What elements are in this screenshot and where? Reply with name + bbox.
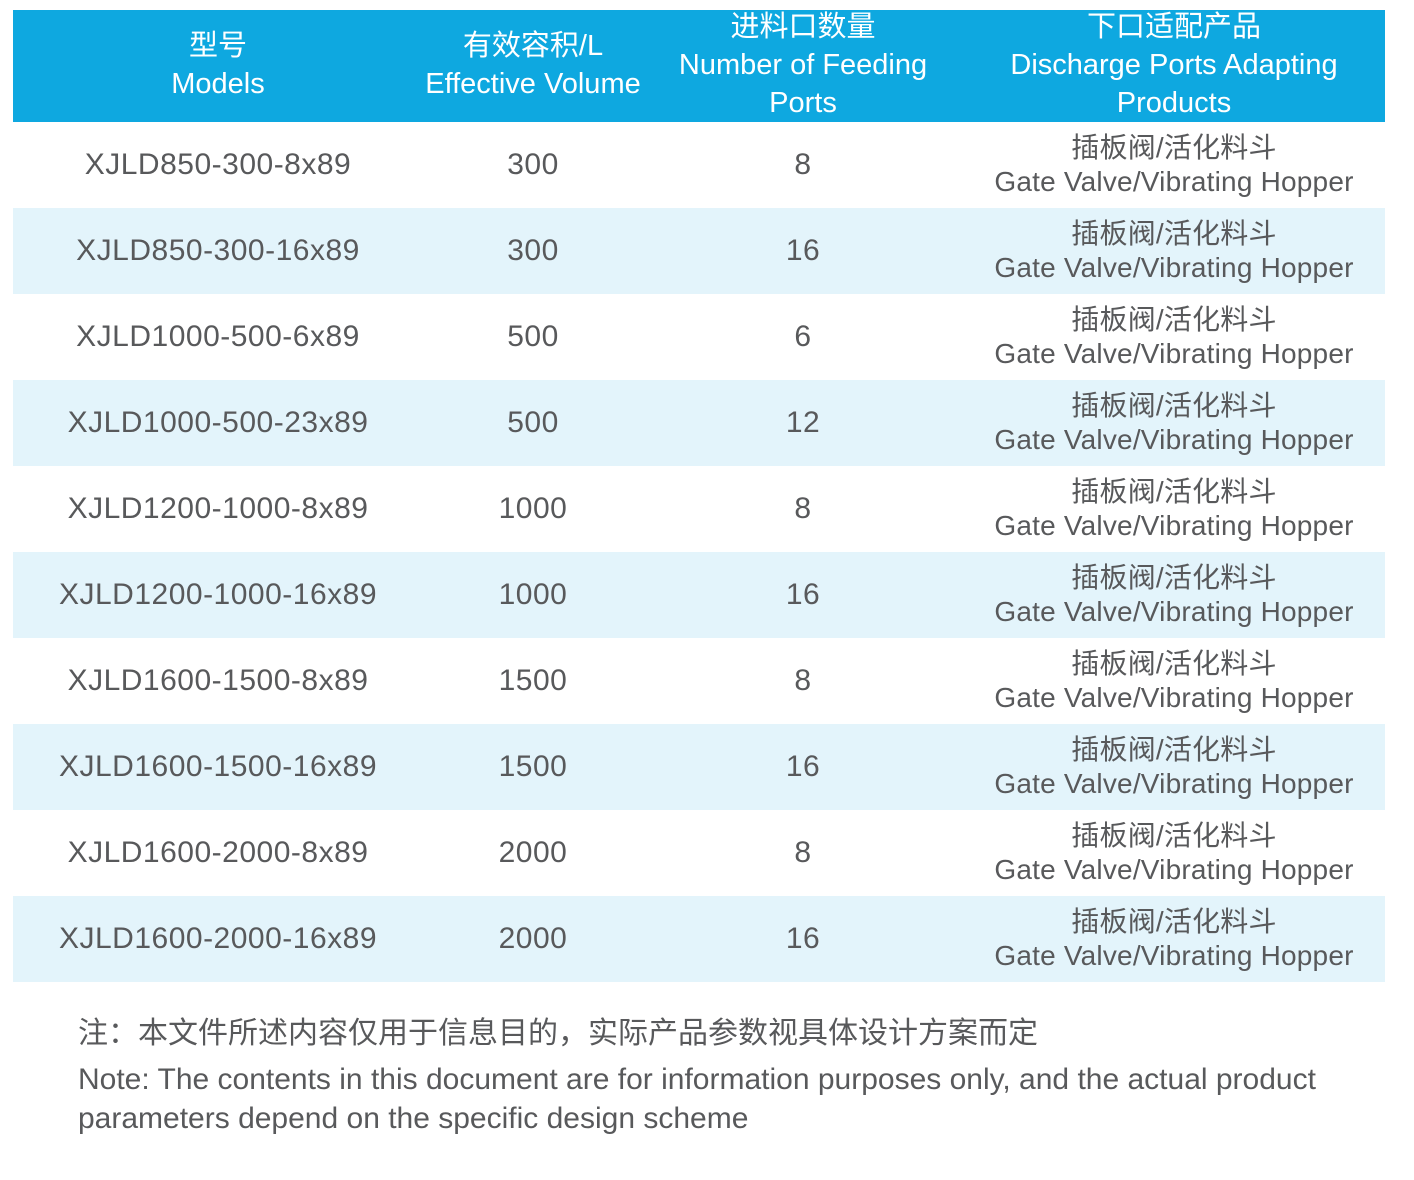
volume-cell: 1500 [498, 750, 568, 783]
table-row: XJLD850-300-16x89 300 16 插板阀/活化料斗 Gate V… [13, 208, 1385, 294]
header-volume-zh: 有效容积/L [462, 30, 604, 63]
table-row: XJLD1600-1500-8x89 1500 8 插板阀/活化料斗 Gate … [13, 638, 1385, 724]
model-cell: XJLD1200-1000-8x89 [67, 492, 369, 525]
volume-cell: 1000 [498, 578, 568, 611]
header-cell-discharge: 下口适配产品 Discharge Ports Adapting Products [963, 10, 1385, 122]
model-cell: XJLD850-300-8x89 [84, 148, 352, 181]
discharge-en: Gate Valve/Vibrating Hopper [994, 940, 1354, 971]
discharge-cell: 插板阀/活化料斗 Gate Valve/Vibrating Hopper [963, 561, 1385, 629]
discharge-en: Gate Valve/Vibrating Hopper [994, 252, 1354, 283]
header-models-en: Models [171, 68, 265, 100]
model-cell: XJLD1200-1000-16x89 [58, 578, 378, 611]
discharge-zh: 插板阀/活化料斗 [1071, 389, 1277, 421]
discharge-en: Gate Valve/Vibrating Hopper [994, 338, 1354, 369]
discharge-cell: 插板阀/活化料斗 Gate Valve/Vibrating Hopper [963, 131, 1385, 199]
model-cell: XJLD1600-1500-8x89 [67, 664, 369, 697]
discharge-en: Gate Valve/Vibrating Hopper [994, 854, 1354, 885]
ports-cell: 16 [785, 578, 821, 611]
volume-cell: 500 [507, 320, 559, 353]
discharge-cell: 插板阀/活化料斗 Gate Valve/Vibrating Hopper [963, 217, 1385, 285]
discharge-cell: 插板阀/活化料斗 Gate Valve/Vibrating Hopper [963, 905, 1385, 973]
ports-cell: 16 [785, 922, 821, 955]
volume-cell: 1000 [498, 492, 568, 525]
discharge-en: Gate Valve/Vibrating Hopper [994, 510, 1354, 541]
table-row: XJLD1600-1500-16x89 1500 16 插板阀/活化料斗 Gat… [13, 724, 1385, 810]
discharge-cell: 插板阀/活化料斗 Gate Valve/Vibrating Hopper [963, 819, 1385, 887]
table-row: XJLD1000-500-23x89 500 12 插板阀/活化料斗 Gate … [13, 380, 1385, 466]
discharge-zh: 插板阀/活化料斗 [1071, 647, 1277, 679]
footnote-en: Note: The contents in this document are … [78, 1062, 1316, 1136]
discharge-cell: 插板阀/活化料斗 Gate Valve/Vibrating Hopper [963, 475, 1385, 543]
header-discharge-en: Discharge Ports Adapting Products [1010, 49, 1338, 119]
volume-cell: 2000 [498, 836, 568, 869]
ports-cell: 8 [794, 836, 812, 869]
volume-cell: 300 [507, 148, 559, 181]
discharge-cell: 插板阀/活化料斗 Gate Valve/Vibrating Hopper [963, 389, 1385, 457]
ports-cell: 6 [794, 320, 812, 353]
table-row: XJLD1000-500-6x89 500 6 插板阀/活化料斗 Gate Va… [13, 294, 1385, 380]
discharge-zh: 插板阀/活化料斗 [1071, 131, 1277, 163]
header-cell-feeding-ports: 进料口数量 Number of Feeding Ports [643, 10, 963, 122]
spec-table: 型号 Models 有效容积/L Effective Volume 进料口数量 … [13, 10, 1385, 982]
ports-cell: 8 [794, 664, 812, 697]
discharge-cell: 插板阀/活化料斗 Gate Valve/Vibrating Hopper [963, 303, 1385, 371]
discharge-en: Gate Valve/Vibrating Hopper [994, 424, 1354, 455]
footnote-zh: 注：本文件所述内容仅用于信息目的，实际产品参数视具体设计方案而定 [78, 1017, 1038, 1050]
header-cell-volume: 有效容积/L Effective Volume [423, 10, 643, 122]
header-models-zh: 型号 [188, 30, 247, 63]
table-row: XJLD1200-1000-16x89 1000 16 插板阀/活化料斗 Gat… [13, 552, 1385, 638]
discharge-cell: 插板阀/活化料斗 Gate Valve/Vibrating Hopper [963, 647, 1385, 715]
discharge-zh: 插板阀/活化料斗 [1071, 905, 1277, 937]
ports-cell: 8 [794, 492, 812, 525]
discharge-en: Gate Valve/Vibrating Hopper [994, 768, 1354, 799]
table-row: XJLD1200-1000-8x89 1000 8 插板阀/活化料斗 Gate … [13, 466, 1385, 552]
discharge-zh: 插板阀/活化料斗 [1071, 303, 1277, 335]
model-cell: XJLD1600-2000-16x89 [58, 922, 378, 955]
model-cell: XJLD1600-2000-8x89 [67, 836, 369, 869]
model-cell: XJLD1600-1500-16x89 [58, 750, 378, 783]
discharge-zh: 插板阀/活化料斗 [1071, 733, 1277, 765]
discharge-zh: 插板阀/活化料斗 [1071, 819, 1277, 851]
header-volume-en: Effective Volume [425, 68, 641, 100]
discharge-zh: 插板阀/活化料斗 [1071, 475, 1277, 507]
table-row: XJLD1600-2000-8x89 2000 8 插板阀/活化料斗 Gate … [13, 810, 1385, 896]
header-discharge-zh: 下口适配产品 [1086, 11, 1261, 44]
volume-cell: 500 [507, 406, 559, 439]
discharge-cell: 插板阀/活化料斗 Gate Valve/Vibrating Hopper [963, 733, 1385, 801]
discharge-zh: 插板阀/活化料斗 [1071, 217, 1277, 249]
volume-cell: 2000 [498, 922, 568, 955]
footnote: 注：本文件所述内容仅用于信息目的，实际产品参数视具体设计方案而定 Note: T… [78, 1014, 1368, 1139]
discharge-zh: 插板阀/活化料斗 [1071, 561, 1277, 593]
table-row: XJLD1600-2000-16x89 2000 16 插板阀/活化料斗 Gat… [13, 896, 1385, 982]
table-row: XJLD850-300-8x89 300 8 插板阀/活化料斗 Gate Val… [13, 122, 1385, 208]
discharge-en: Gate Valve/Vibrating Hopper [994, 596, 1354, 627]
discharge-en: Gate Valve/Vibrating Hopper [994, 166, 1354, 197]
model-cell: XJLD850-300-16x89 [76, 234, 360, 267]
model-cell: XJLD1000-500-6x89 [76, 320, 360, 353]
model-cell: XJLD1000-500-23x89 [67, 406, 369, 439]
ports-cell: 16 [785, 234, 821, 267]
header-feeding-ports-zh: 进料口数量 [730, 11, 876, 44]
ports-cell: 16 [785, 750, 821, 783]
ports-cell: 8 [794, 148, 812, 181]
volume-cell: 300 [507, 234, 559, 267]
header-feeding-ports-en: Number of Feeding Ports [678, 49, 928, 119]
header-cell-models: 型号 Models [13, 10, 423, 122]
volume-cell: 1500 [498, 664, 568, 697]
table-body: XJLD850-300-8x89 300 8 插板阀/活化料斗 Gate Val… [13, 122, 1385, 982]
discharge-en: Gate Valve/Vibrating Hopper [994, 682, 1354, 713]
table-header-row: 型号 Models 有效容积/L Effective Volume 进料口数量 … [13, 10, 1385, 122]
ports-cell: 12 [785, 406, 821, 439]
